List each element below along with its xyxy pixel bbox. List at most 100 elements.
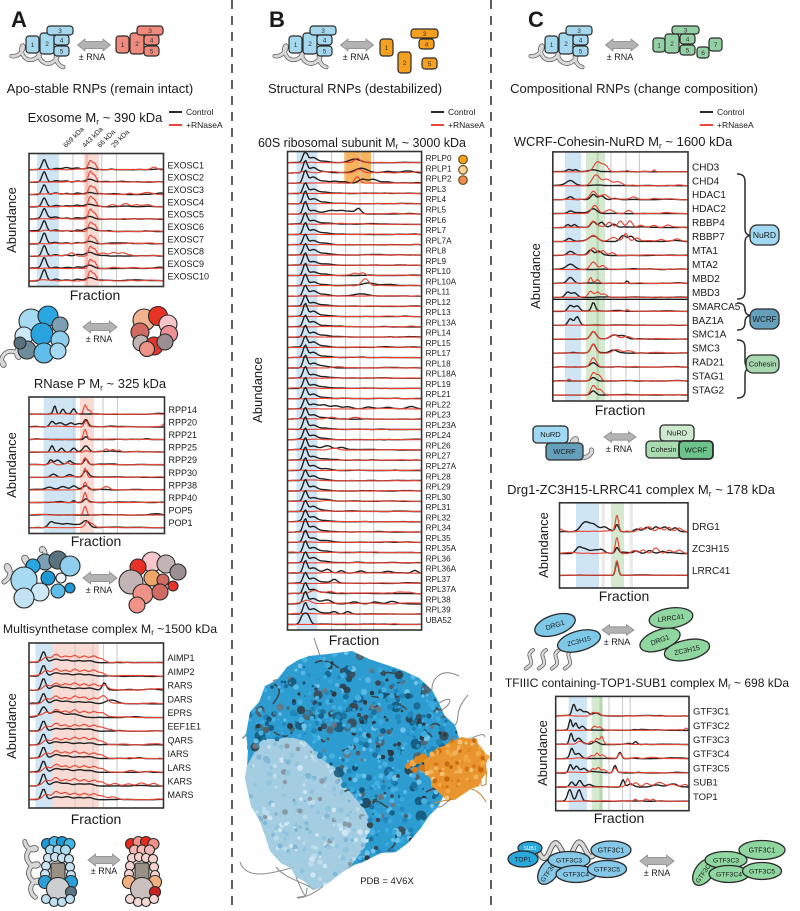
svg-text:HDAC1: HDAC1 xyxy=(692,190,726,201)
svg-text:EXOSC5: EXOSC5 xyxy=(168,210,205,220)
svg-text:EXOSC3: EXOSC3 xyxy=(168,185,205,195)
svg-text:Apo-stable RNPs (remain intact: Apo-stable RNPs (remain intact) xyxy=(7,81,193,96)
svg-text:4: 4 xyxy=(579,37,583,44)
svg-text:WCRF: WCRF xyxy=(753,315,777,324)
svg-text:Fraction: Fraction xyxy=(70,287,121,303)
svg-text:RPL27: RPL27 xyxy=(426,452,451,461)
svg-text:RPL38: RPL38 xyxy=(426,595,451,604)
svg-text:3: 3 xyxy=(423,31,427,38)
svg-text:RPL39: RPL39 xyxy=(426,606,451,615)
svg-text:MTA1: MTA1 xyxy=(692,246,718,257)
svg-text:3: 3 xyxy=(148,28,152,35)
svg-text:GTF3C1: GTF3C1 xyxy=(598,847,625,854)
svg-text:Abundance: Abundance xyxy=(4,432,19,498)
svg-text:GTF3C1: GTF3C1 xyxy=(693,707,729,718)
svg-text:EXOSC6: EXOSC6 xyxy=(168,222,205,232)
svg-text:± RNA: ± RNA xyxy=(86,585,112,595)
svg-text:Abundance: Abundance xyxy=(535,720,550,786)
svg-text:RPL8: RPL8 xyxy=(426,247,447,256)
svg-text:GTF3C5: GTF3C5 xyxy=(749,868,775,875)
svg-text:Fraction: Fraction xyxy=(71,533,122,549)
svg-text:POP1: POP1 xyxy=(169,518,193,528)
svg-text:Abundance: Abundance xyxy=(250,357,265,423)
svg-text:TOP1: TOP1 xyxy=(515,856,532,863)
svg-text:GTF3C3: GTF3C3 xyxy=(713,857,739,864)
svg-text:EXOSC2: EXOSC2 xyxy=(168,173,205,183)
svg-text:± RNA: ± RNA xyxy=(343,52,369,62)
svg-text:MARS: MARS xyxy=(168,790,194,800)
svg-text:RPL37A: RPL37A xyxy=(426,585,457,594)
svg-text:PDB = 4V6X: PDB = 4V6X xyxy=(360,876,414,887)
svg-text:RPL21: RPL21 xyxy=(426,390,451,399)
svg-text:EXOSC10: EXOSC10 xyxy=(168,271,210,281)
svg-text:RBBP7: RBBP7 xyxy=(692,232,725,243)
svg-text:RPL18: RPL18 xyxy=(426,359,451,368)
svg-text:Control: Control xyxy=(186,107,214,117)
svg-text:HDAC2: HDAC2 xyxy=(692,204,726,215)
svg-text:BAZ1A: BAZ1A xyxy=(692,316,724,327)
svg-text:5: 5 xyxy=(150,48,154,55)
svg-text:± RNA: ± RNA xyxy=(86,334,112,344)
svg-text:C: C xyxy=(528,7,544,32)
svg-text:3: 3 xyxy=(577,28,581,35)
svg-text:1: 1 xyxy=(294,42,298,49)
svg-text:RPL12: RPL12 xyxy=(426,298,451,307)
svg-text:A: A xyxy=(11,7,27,32)
svg-text:RPL7A: RPL7A xyxy=(426,236,452,245)
svg-text:RAD21: RAD21 xyxy=(692,358,725,369)
svg-text:GTF3C5: GTF3C5 xyxy=(693,763,729,774)
svg-text:TFIIIC containing-TOP1-SUB1 co: TFIIIC containing-TOP1-SUB1 complex Mr ~… xyxy=(505,676,789,691)
svg-text:RPLP0: RPLP0 xyxy=(426,154,452,163)
svg-text:CHD4: CHD4 xyxy=(692,176,720,187)
svg-text:Exosome Mr ~ 390 kDa: Exosome Mr ~ 390 kDa xyxy=(28,110,163,126)
svg-text:RPL7: RPL7 xyxy=(426,226,447,235)
svg-text:6: 6 xyxy=(701,50,705,57)
svg-text:RPLP2: RPLP2 xyxy=(426,175,452,184)
svg-text:UBA52: UBA52 xyxy=(426,616,452,625)
svg-text:RPP30: RPP30 xyxy=(169,468,198,478)
svg-text:GTF3C3: GTF3C3 xyxy=(693,735,729,746)
svg-text:DRG1: DRG1 xyxy=(692,522,720,533)
svg-text:SMC3: SMC3 xyxy=(692,344,720,355)
svg-text:QARS: QARS xyxy=(168,735,194,745)
svg-text:3: 3 xyxy=(684,27,688,34)
svg-text:Fraction: Fraction xyxy=(71,811,122,827)
svg-text:2: 2 xyxy=(135,41,139,48)
svg-text:RPP14: RPP14 xyxy=(169,405,198,415)
svg-text:WCRF: WCRF xyxy=(685,446,708,455)
svg-text:Fraction: Fraction xyxy=(329,632,380,648)
svg-text:RPL23: RPL23 xyxy=(426,411,451,420)
svg-text:± RNA: ± RNA xyxy=(79,52,105,62)
svg-text:EXOSC1: EXOSC1 xyxy=(168,160,205,170)
svg-text:RPL35: RPL35 xyxy=(426,534,451,543)
svg-text:RPL29: RPL29 xyxy=(426,483,451,492)
svg-text:Control: Control xyxy=(717,107,745,117)
svg-text:RPL32: RPL32 xyxy=(426,513,451,522)
svg-text:RPP20: RPP20 xyxy=(169,417,198,427)
svg-text:LARS: LARS xyxy=(168,763,192,773)
svg-text:5: 5 xyxy=(579,48,583,55)
svg-text:Drg1-ZC3H15-LRRC41 complex Mr: Drg1-ZC3H15-LRRC41 complex Mr ~ 178 kDa xyxy=(507,482,775,498)
svg-text:RBBP4: RBBP4 xyxy=(692,218,725,229)
svg-text:2: 2 xyxy=(564,41,568,48)
svg-text:SUB1: SUB1 xyxy=(693,778,718,789)
svg-text:RPL22: RPL22 xyxy=(426,400,451,409)
svg-text:4: 4 xyxy=(323,37,327,44)
svg-text:4: 4 xyxy=(686,36,690,43)
svg-text:2: 2 xyxy=(670,41,674,48)
svg-text:RPL31: RPL31 xyxy=(426,503,451,512)
svg-text:Cohesin: Cohesin xyxy=(749,360,777,369)
svg-text:KARS: KARS xyxy=(168,777,193,787)
svg-text:RPP38: RPP38 xyxy=(169,480,198,490)
svg-text:EXOSC8: EXOSC8 xyxy=(168,247,205,257)
svg-text:GTF3C4: GTF3C4 xyxy=(693,749,729,760)
svg-text:Cohesin: Cohesin xyxy=(651,447,677,454)
svg-text:WCRF-Cohesin-NuRD Mr ~ 1600 kD: WCRF-Cohesin-NuRD Mr ~ 1600 kDa xyxy=(514,134,733,150)
svg-text:Abundance: Abundance xyxy=(528,243,543,309)
svg-text:RPL36A: RPL36A xyxy=(426,565,457,574)
svg-text:RPL13A: RPL13A xyxy=(426,318,457,327)
svg-text:RPL23A: RPL23A xyxy=(426,421,457,430)
svg-text:GTF3C4: GTF3C4 xyxy=(716,871,742,878)
svg-text:4: 4 xyxy=(150,37,154,44)
svg-text:RPL26: RPL26 xyxy=(426,441,451,450)
